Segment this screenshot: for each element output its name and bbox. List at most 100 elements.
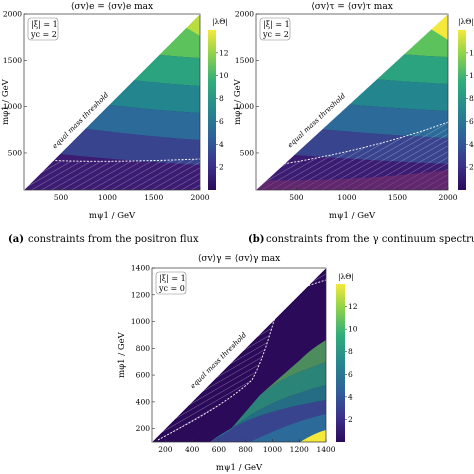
- legend-line: yc = 2: [262, 30, 289, 39]
- axis-ticks: 500 1000 1500 2000 500 1000 1500 2000 2 4 6 8 10 12 50…: [3, 10, 474, 455]
- x-tick-label: 800: [239, 445, 254, 454]
- panel-b-xlabel: mψ1 / GeV: [329, 211, 376, 221]
- colorbar-title: |λΘ|: [338, 272, 354, 281]
- caption-b: (b) constraints from the γ continuum spe…: [248, 234, 474, 245]
- colorbar-tick-label: 4: [348, 392, 353, 401]
- colorbar-scale: [208, 30, 216, 190]
- x-tick-label: 500: [289, 193, 304, 202]
- equal-mass-line: [151, 267, 327, 443]
- panel-c-legend: |ξ| = 1 yc = 0: [155, 271, 187, 295]
- y-tick-label: 1000: [235, 102, 254, 111]
- panel-a-colorbar: |λΘ|: [208, 17, 228, 190]
- caption-a: (a) constraints from the positron flux: [8, 234, 199, 245]
- panel-c-ylabel: mφ1 / GeV: [117, 331, 127, 378]
- panel-a: ⟨σv⟩e = ⟨σv⟩e max |ξ| = 1 yc = 2 equal m…: [1, 2, 228, 245]
- colorbar-tick-label: 10: [219, 71, 229, 80]
- colorbar-tick-label: 10: [348, 325, 358, 334]
- x-tick-label: 1500: [388, 193, 407, 202]
- legend-line: yc = 0: [158, 284, 185, 293]
- legend-line: |ξ| = 1: [159, 274, 186, 283]
- color-band: [300, 430, 326, 442]
- x-tick-label: 400: [185, 445, 200, 454]
- y-tick-label: 600: [136, 371, 151, 380]
- colorbar-tick-label: 4: [219, 140, 224, 149]
- colorbar-tick-label: 8: [469, 94, 474, 103]
- panel-b: ⟨σv⟩τ = ⟨σv⟩τ max |ξ| = 1 yc = 2 equal m…: [233, 2, 474, 245]
- y-tick-label: 200: [136, 424, 151, 433]
- panel-a-xlabel: mψ1 / GeV: [89, 211, 136, 221]
- legend-box: [27, 17, 59, 41]
- panel-b-frame: [255, 13, 449, 191]
- color-band: [260, 340, 326, 395]
- panel-b-legend: |ξ| = 1 yc = 2: [259, 17, 291, 41]
- panel-a-ylabel: mφ1 / GeV: [1, 78, 11, 125]
- equal-mass-line: [255, 13, 449, 191]
- colorbar-scale: [458, 30, 466, 190]
- x-tick-label: 200: [158, 445, 173, 454]
- color-band: [250, 414, 326, 442]
- equal-mass-line: [23, 13, 201, 191]
- y-tick-label: 500: [8, 148, 23, 157]
- x-tick-label: 1000: [263, 445, 282, 454]
- legend-line: yc = 2: [30, 30, 57, 39]
- caption-b-letter: (b): [248, 234, 264, 245]
- x-tick-label: 500: [54, 193, 69, 202]
- color-band: [256, 170, 448, 190]
- x-tick-label: 1500: [144, 193, 163, 202]
- x-tick-label: 600: [212, 445, 227, 454]
- legend-box: [259, 17, 291, 41]
- panel-c-frame: [151, 267, 327, 443]
- colorbar-tick-label: 4: [469, 140, 474, 149]
- x-tick-label: 1000: [337, 193, 356, 202]
- y-tick-label: 1200: [131, 290, 150, 299]
- panel-a-legend: |ξ| = 1 yc = 2: [27, 17, 59, 41]
- y-tick-label: 2000: [235, 10, 254, 19]
- colorbar-tick-label: 8: [348, 347, 353, 356]
- colorbar-title: |λΘ|: [458, 17, 474, 26]
- legend-line: |ξ| = 1: [263, 20, 290, 29]
- y-tick-label: 800: [136, 344, 151, 353]
- caption-a-text: constraints from the positron flux: [28, 234, 199, 245]
- colorbar-title: |λΘ|: [212, 17, 228, 26]
- y-tick-label: 2000: [3, 10, 22, 19]
- x-tick-label: 1200: [290, 445, 309, 454]
- colorbar-tick-label: 12: [469, 48, 474, 57]
- colorbar-tick-label: 2: [348, 415, 353, 424]
- panel-b-title: ⟨σv⟩τ = ⟨σv⟩τ max: [311, 2, 393, 12]
- x-tick-label: 1000: [98, 193, 117, 202]
- color-band: [210, 385, 326, 442]
- colorbar-tick-label: 2: [469, 163, 474, 172]
- excluded-region: [256, 122, 448, 190]
- legend-line: |ξ| = 1: [31, 20, 58, 29]
- y-tick-label: 1000: [3, 102, 22, 111]
- colorbar-tick-label: 6: [469, 117, 474, 126]
- x-tick-label: 2000: [438, 193, 457, 202]
- colorbar-scale: [336, 284, 345, 442]
- panel-b-colorbar: |λΘ|: [458, 17, 474, 190]
- y-tick-label: 1400: [131, 264, 150, 273]
- caption-a-letter: (a): [8, 234, 24, 245]
- legend-box: [155, 271, 187, 295]
- panel-c-title: ⟨σv⟩γ = ⟨σv⟩γ max: [198, 254, 280, 264]
- colorbar-tick-label: 2: [219, 163, 224, 172]
- color-band: [230, 362, 326, 430]
- panel-a-title: ⟨σv⟩e = ⟨σv⟩e max: [71, 2, 153, 12]
- excluded-region: [24, 159, 200, 190]
- y-tick-label: 500: [240, 148, 255, 157]
- colorbar-tick-label: 8: [219, 94, 224, 103]
- panel-c-colorbar: |λΘ|: [336, 272, 354, 442]
- y-tick-label: 1500: [235, 56, 254, 65]
- panel-c: ⟨σv⟩γ = ⟨σv⟩γ max |ξ| = 1 yc = 0 equal m…: [117, 254, 354, 473]
- panel-a-frame: [23, 13, 201, 191]
- x-tick-label: 1400: [316, 445, 335, 454]
- colorbar-tick-label: 12: [219, 48, 229, 57]
- y-tick-label: 400: [136, 397, 151, 406]
- panel-c-xlabel: mψ1 / GeV: [216, 463, 263, 473]
- colorbar-tick-label: 12: [348, 302, 358, 311]
- caption-b-text: constraints from the γ continuum spectru…: [266, 234, 474, 245]
- colorbar-tick-label: 6: [219, 117, 224, 126]
- colorbar-tick-label: 10: [469, 71, 474, 80]
- x-tick-label: 2000: [190, 193, 209, 202]
- y-tick-label: 1500: [3, 56, 22, 65]
